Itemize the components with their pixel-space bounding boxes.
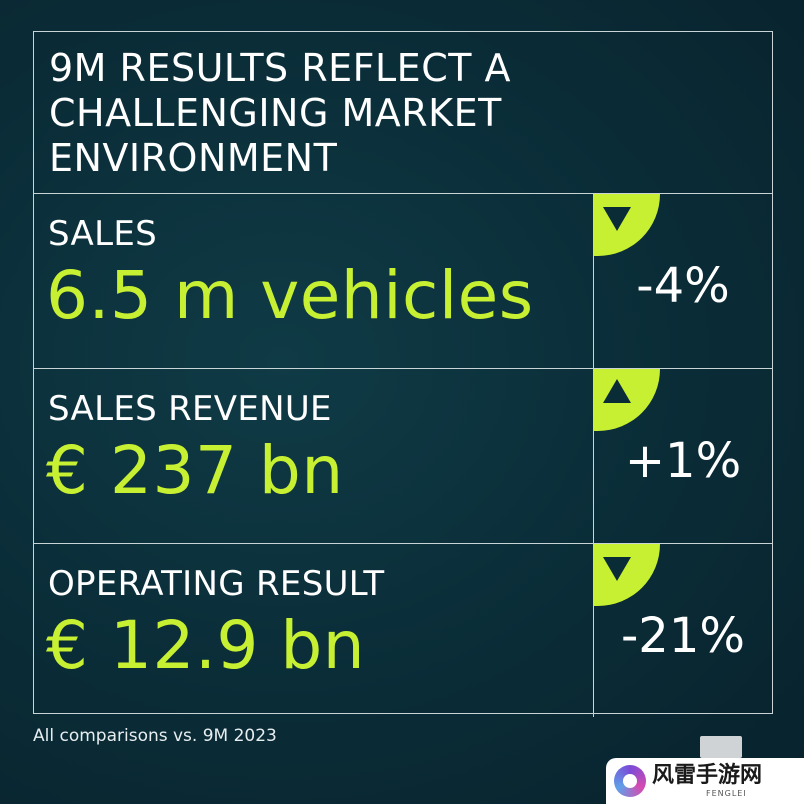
arrow-up-icon — [603, 379, 631, 403]
watermark-subtext: FENGLEI — [706, 789, 747, 798]
results-panel: 9M RESULTS REFLECT A CHALLENGING MARKET … — [33, 31, 773, 717]
footnote: All comparisons vs. 9M 2023 — [33, 726, 277, 746]
panel-title: 9M RESULTS REFLECT A CHALLENGING MARKET … — [49, 46, 512, 180]
metric-change: -21% — [620, 608, 745, 664]
metric-label: OPERATING RESULT — [48, 564, 385, 604]
metric-change: +1% — [624, 433, 742, 489]
metric-label: SALES REVENUE — [48, 389, 332, 429]
trend-badge — [594, 194, 660, 256]
arrow-down-icon — [603, 207, 631, 231]
metric-row-sales: SALES 6.5 m vehicles -4% — [34, 194, 772, 369]
metric-row-sales-revenue: SALES REVENUE € 237 bn +1% — [34, 369, 772, 544]
metric-value: 6.5 m vehicles — [46, 257, 534, 334]
watermark-text: 风雷手游网 — [652, 763, 763, 788]
metric-change: -4% — [636, 258, 730, 314]
metric-cell: SALES 6.5 m vehicles — [34, 194, 594, 368]
title-box: 9M RESULTS REFLECT A CHALLENGING MARKET … — [34, 32, 772, 194]
metric-cell: SALES REVENUE € 237 bn — [34, 369, 594, 543]
metric-value: € 12.9 bn — [46, 607, 366, 684]
metric-cell: OPERATING RESULT € 12.9 bn — [34, 544, 594, 717]
it-logo-icon — [700, 736, 742, 758]
metric-label: SALES — [48, 214, 157, 254]
metric-value: € 237 bn — [46, 432, 344, 509]
watermark: 风雷手游网 FENGLEI — [606, 758, 804, 804]
arrow-down-icon — [603, 557, 631, 581]
watermark-logo-icon — [614, 765, 646, 797]
metric-row-operating-result: OPERATING RESULT € 12.9 bn -21% — [34, 544, 772, 717]
